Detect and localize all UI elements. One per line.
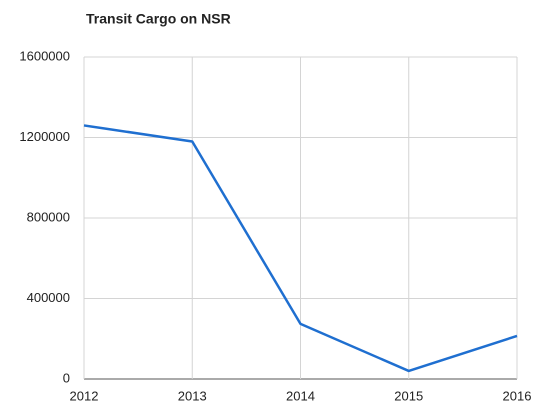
x-tick-label: 2016: [503, 388, 532, 403]
x-tick-label: 2012: [70, 388, 99, 403]
x-tick-label: 2014: [286, 388, 315, 403]
y-tick-label: 0: [63, 370, 70, 385]
y-tick-label: 400000: [27, 290, 70, 305]
x-tick-label: 2013: [178, 388, 207, 403]
y-tick-label: 1600000: [19, 48, 70, 63]
y-tick-label: 1200000: [19, 129, 70, 144]
data-line: [83, 124, 518, 373]
y-tick-label: 800000: [27, 209, 70, 224]
x-tick-label: 2015: [394, 388, 423, 403]
chart-title: Transit Cargo on NSR: [86, 11, 231, 27]
